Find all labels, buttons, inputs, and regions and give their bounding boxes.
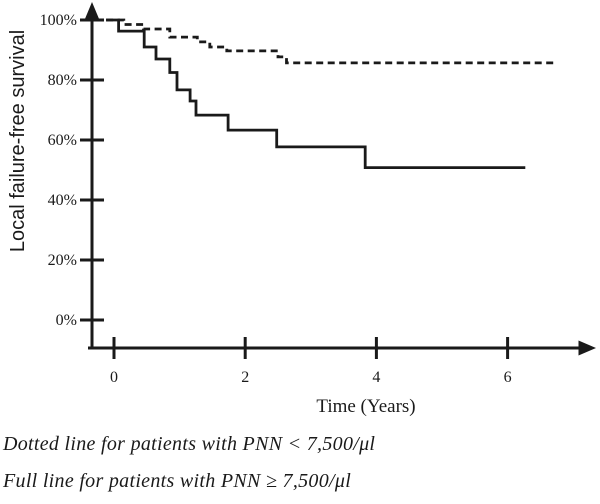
y-tick-label: 0% [56, 312, 77, 329]
x-axis-arrowhead-icon [578, 340, 596, 356]
caption-dotted-line: Dotted line for patients with PNN < 7,50… [3, 433, 376, 455]
y-axis-arrowhead-icon [84, 2, 100, 20]
x-tick-label: 0 [110, 369, 118, 386]
km-curve-solid [106, 18, 526, 169]
x-tick-label: 4 [372, 369, 380, 386]
x-axis-title: Time (Years) [316, 396, 415, 417]
y-tick-label: 100% [40, 12, 77, 29]
caption-full-line: Full line for patients with PNN ≥ 7,500/… [3, 470, 352, 492]
km-curve-dashed [106, 18, 554, 65]
figure-captions: Dotted line for patients with PNN < 7,50… [3, 433, 597, 504]
km-plot-svg: 100% 80% 60% 40% 20% 0% 0 2 4 6 Local fa… [7, 2, 596, 417]
y-axis-title: Local failure-free survival [7, 30, 29, 252]
x-tick-labels: 0 2 4 6 [110, 369, 512, 386]
y-tick-label: 80% [48, 72, 77, 89]
y-tick-label: 60% [48, 132, 77, 149]
y-tick-label: 20% [48, 252, 77, 269]
x-tick-label: 6 [504, 369, 512, 386]
survival-curves [106, 18, 554, 169]
y-tick-label: 40% [48, 192, 77, 209]
axes [80, 2, 596, 359]
y-tick-labels: 100% 80% 60% 40% 20% 0% [40, 12, 77, 329]
x-tick-label: 2 [241, 369, 249, 386]
